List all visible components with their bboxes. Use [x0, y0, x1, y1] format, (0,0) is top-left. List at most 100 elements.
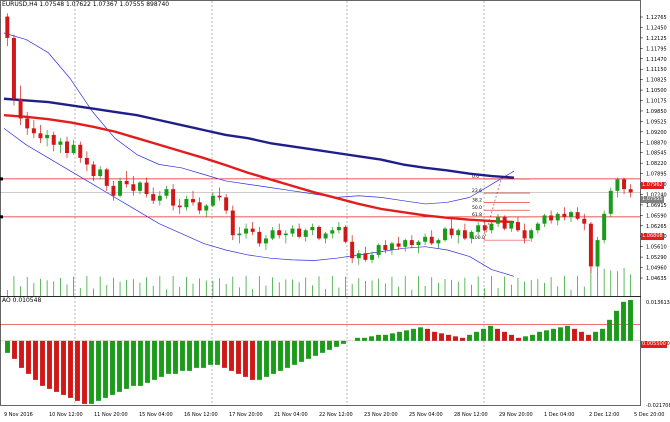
candle	[389, 241, 394, 255]
candle	[496, 213, 501, 227]
candle-body	[137, 182, 142, 191]
ao-bar	[621, 301, 626, 341]
ao-bar	[12, 340, 17, 359]
candle-body	[515, 222, 520, 231]
ao-bar	[460, 337, 465, 341]
candle-body	[118, 180, 123, 196]
candle	[555, 212, 560, 226]
ao-bar	[551, 328, 556, 341]
candle-body	[549, 215, 554, 221]
candle-body	[350, 241, 355, 259]
ao-bar	[355, 337, 360, 341]
candle-body	[389, 243, 394, 250]
candle-body	[569, 212, 573, 218]
ao-bar	[362, 337, 367, 341]
ao-bar	[572, 328, 577, 341]
candle	[263, 235, 268, 250]
price-axis-label: 1.08870	[646, 140, 667, 146]
level-anchor-top	[0, 177, 3, 181]
candle-body	[409, 240, 414, 246]
moving-average-slow	[3, 97, 515, 179]
fib-label-23.6: 23.6	[472, 188, 482, 194]
ao-bar	[327, 340, 332, 350]
candle-body	[443, 228, 447, 241]
price-tag-mid-level: 1.06808	[641, 233, 664, 240]
candle	[230, 205, 235, 241]
candle-body	[303, 230, 308, 237]
price-axis-label: 1.09200	[646, 130, 667, 136]
time-axis-label: 17 Nov 20:00	[229, 412, 263, 418]
candle	[522, 223, 527, 244]
ao-bar	[250, 340, 255, 380]
price-axis-label: 1.07240	[646, 192, 667, 198]
candle	[330, 226, 335, 239]
ao-bar	[411, 328, 416, 341]
candle	[5, 13, 10, 47]
ao-bar	[495, 328, 500, 341]
candle-body	[336, 226, 341, 231]
price-axis-label: 1.05610	[646, 245, 667, 251]
candle-body	[51, 134, 56, 145]
ao-panel-frame	[0, 296, 641, 406]
level-anchor-mid	[0, 215, 3, 219]
candle	[582, 213, 587, 231]
candle-body	[204, 205, 209, 211]
ao-bar	[131, 340, 136, 386]
candle	[549, 210, 554, 224]
candle	[124, 171, 129, 188]
candle-body	[18, 98, 23, 119]
ao-bar	[516, 337, 521, 341]
time-axis-label: 29 Nov 20:00	[499, 412, 533, 418]
ao-bar	[68, 340, 73, 398]
ao-bar	[544, 330, 549, 341]
candle	[297, 223, 302, 239]
candle-body	[622, 179, 627, 190]
candle-body	[343, 226, 348, 242]
candle	[283, 230, 288, 244]
ao-bar	[89, 340, 94, 404]
candle-body	[396, 243, 401, 247]
candle-body	[456, 230, 461, 236]
ao-bar	[488, 325, 493, 341]
candle	[244, 223, 249, 239]
candle	[137, 180, 142, 195]
ao-bar	[306, 340, 311, 359]
candle-body	[476, 225, 481, 232]
candle	[257, 226, 262, 247]
time-axis-label: 1 Dec 04:00	[544, 412, 574, 418]
price-axis-label: 1.09525	[646, 119, 667, 125]
candle	[416, 240, 421, 254]
candle	[443, 226, 447, 242]
candle-body	[423, 236, 428, 242]
candle-body	[177, 205, 182, 208]
candle-body	[45, 134, 50, 139]
candle-body	[263, 238, 268, 244]
ao-bar	[607, 319, 612, 341]
candle	[370, 251, 375, 264]
ao-bar	[33, 340, 38, 380]
ao-bar	[502, 331, 507, 341]
price-axis-label: 1.06590	[646, 213, 667, 219]
ao-bar	[530, 334, 535, 341]
price-axis-label: 1.08545	[646, 151, 667, 157]
candle-body	[217, 195, 222, 198]
price-axis-label: 1.08220	[646, 161, 667, 167]
ao-bar	[579, 331, 584, 341]
candle	[423, 233, 428, 246]
price-axis-label: 1.07895	[646, 172, 667, 178]
candle-body	[297, 228, 302, 237]
candle	[350, 235, 355, 264]
candle-body	[257, 231, 262, 244]
candle-body	[58, 141, 63, 145]
candle-body	[144, 182, 149, 195]
candle-body	[38, 133, 43, 139]
candle	[489, 222, 494, 234]
time-axis-label: 11 Nov 20:00	[94, 412, 128, 418]
bollinger-lower-band	[3, 128, 515, 277]
bollinger-upper-band	[3, 32, 515, 205]
candle	[542, 213, 547, 227]
candle-body	[317, 226, 321, 239]
ao-bar	[26, 340, 31, 374]
